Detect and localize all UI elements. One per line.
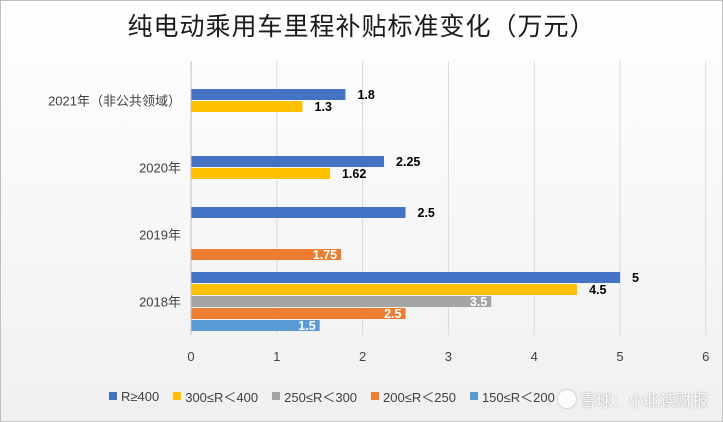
legend-label: 200≤R＜250: [383, 389, 456, 405]
bar: [191, 156, 385, 167]
x-tick-label: 6: [702, 349, 709, 364]
legend-swatch: [469, 392, 478, 400]
x-tick-label: 0: [187, 349, 194, 364]
x-tick-label: 2: [359, 349, 366, 364]
chart-title: 纯电动乘用车里程补贴标准变化（万元）: [127, 12, 596, 41]
bar: [191, 207, 406, 218]
legend-label: 250≤R＜300: [284, 389, 358, 405]
axes: 0 1 2 3 4 5 6 2021年（非公共领域） 2020年 2019年 2018年: [48, 61, 709, 364]
bar: [191, 320, 320, 331]
watermark: 雪球：小北读财报: [557, 387, 708, 411]
x-tick-label: 1: [273, 349, 280, 364]
legend-item: 250≤R＜300: [272, 387, 357, 406]
legend-label: R≥400: [121, 388, 160, 404]
legend-label: 150≤R＜200: [481, 389, 555, 405]
legend-label: 300≤R＜400: [185, 389, 259, 405]
legend-item: R≥400: [109, 389, 159, 404]
watermark-text: 雪球：小北读财报: [579, 391, 708, 410]
bar: [191, 249, 342, 260]
data-label: 4.5: [589, 283, 606, 297]
legend-item: 150≤R＜200: [469, 387, 555, 406]
legend-item: 300≤R＜400: [173, 387, 258, 406]
bar: [191, 89, 346, 100]
data-label: 1.8: [357, 88, 374, 102]
bar: [191, 272, 620, 283]
legend-swatch: [109, 392, 117, 400]
data-label: 1.75: [313, 248, 337, 262]
bar: [191, 101, 303, 112]
bar: [191, 296, 492, 307]
x-tick-label: 3: [445, 349, 452, 364]
data-label: 1.5: [298, 319, 315, 333]
bars: [191, 89, 620, 331]
data-label: 1.3: [315, 100, 332, 114]
data-label: 5: [632, 271, 639, 285]
category-label: 2018年: [139, 295, 181, 310]
bar: [191, 168, 330, 179]
bar: [191, 284, 578, 295]
bar: [191, 308, 406, 319]
data-label: 2.25: [396, 155, 420, 169]
data-label: 2.5: [418, 206, 435, 220]
category-label: 2020年: [139, 161, 181, 176]
category-label: 2019年: [139, 228, 181, 243]
data-label: 1.62: [342, 167, 366, 181]
legend-swatch: [173, 392, 182, 400]
legend-item: 200≤R＜250: [371, 387, 456, 406]
snowball-logo-icon: [557, 390, 576, 408]
legend-swatch: [272, 392, 281, 400]
plot-area: 1.8 1.3 2.25 1.62 2.5 1.75 5 4.5 3.5 2.5 1.5 0 1 2 3 4…: [48, 61, 709, 364]
data-labels: 1.8 1.3 2.25 1.62 2.5 1.75 5 4.5 3.5 2.5 1.5: [298, 88, 639, 333]
data-label: 3.5: [470, 295, 487, 309]
legend: R≥400 300≤R＜400 250≤R＜300 200≤R＜250 150≤R＜20…: [109, 385, 555, 407]
legend-swatch: [371, 392, 380, 400]
x-tick-label: 5: [616, 349, 623, 364]
x-tick-label: 4: [531, 349, 538, 364]
data-label: 2.5: [384, 307, 401, 321]
category-label: 2021年（非公共领域）: [48, 94, 181, 109]
